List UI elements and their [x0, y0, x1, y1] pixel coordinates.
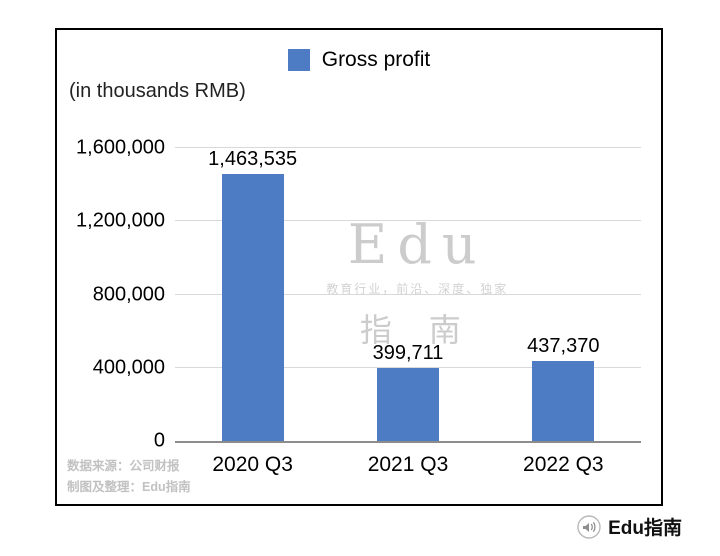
- footnotes: 数据来源：公司财报 制图及整理：Edu指南: [67, 456, 191, 499]
- y-axis-tick-label: 1,200,000: [76, 209, 165, 232]
- bar-value-label: 437,370: [527, 335, 600, 357]
- x-axis-category-label: 2020 Q3: [212, 453, 293, 476]
- bar: [221, 174, 284, 441]
- x-axis: 2020 Q3 2021 Q3 2022 Q3: [175, 453, 641, 477]
- brand-footer: Edu指南: [577, 513, 682, 540]
- x-axis-category-label: 2022 Q3: [523, 453, 604, 476]
- y-axis: 0 400,000 800,000 1,200,000 1,600,000: [57, 137, 175, 452]
- gridline: [175, 220, 641, 222]
- bar: [532, 361, 595, 441]
- bar: [376, 368, 439, 441]
- bar-column: 399,711: [330, 148, 485, 441]
- bars: 1,463,535 399,711 437,370: [175, 148, 641, 441]
- legend-swatch: [287, 49, 310, 71]
- plot-row: 0 400,000 800,000 1,200,000 1,600,000 Edu 教育…: [57, 137, 661, 452]
- gridline: [175, 366, 641, 368]
- x-axis-category-label: 2021 Q3: [367, 453, 449, 476]
- chart-frame: Gross profit (in thousands RMB) 0 400,000…: [55, 28, 663, 506]
- credit-note: 制图及整理：Edu指南: [67, 479, 191, 494]
- gridline: [175, 147, 641, 148]
- bar-value-label: 1,463,535: [208, 148, 298, 170]
- bar-value-label: 399,711: [372, 342, 444, 364]
- y-axis-tick-label: 0: [153, 429, 165, 452]
- megaphone-icon: [577, 514, 601, 539]
- legend-label: Gross profit: [321, 48, 431, 71]
- y-axis-tick-label: 800,000: [92, 283, 165, 305]
- legend: Gross profit: [57, 48, 661, 72]
- y-axis-tick-label: 400,000: [92, 356, 165, 379]
- axis-units-label: (in thousands RMB): [69, 80, 246, 102]
- brand-name: Edu指南: [608, 518, 682, 539]
- plot-area: Edu 教育行业，前沿、深度、独家 指 南 1,463,535 399,711 43…: [175, 147, 641, 443]
- y-axis-tick-label: 1,600,000: [76, 136, 165, 159]
- bar-column: 437,370: [486, 148, 641, 441]
- bar-column: 1,463,535: [175, 148, 330, 441]
- gridline: [175, 293, 641, 295]
- source-note: 数据来源：公司财报: [67, 458, 180, 473]
